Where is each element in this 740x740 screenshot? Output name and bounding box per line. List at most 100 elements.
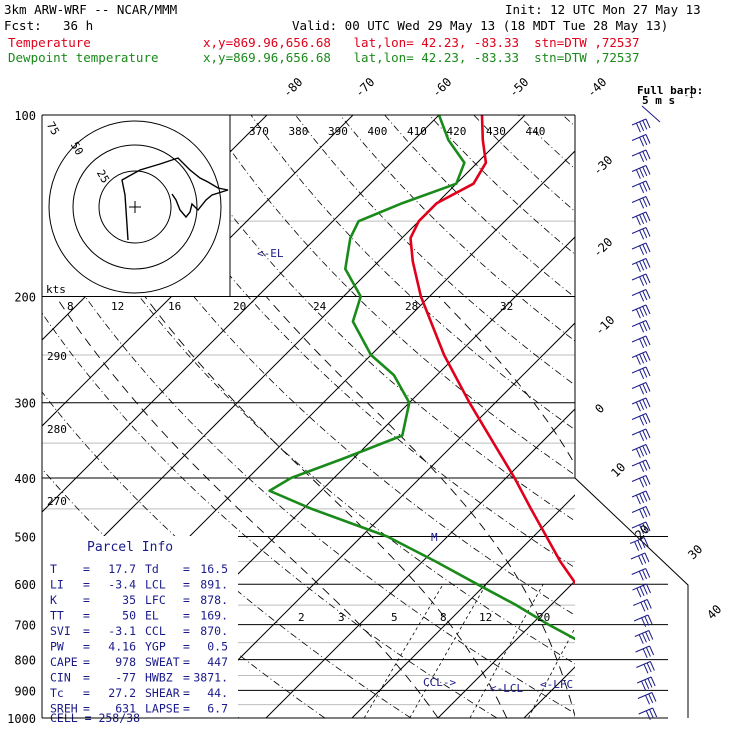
wind-barb-feather xyxy=(645,320,651,330)
pressure-label: 1000 xyxy=(7,712,36,726)
wind-barb xyxy=(631,149,651,163)
wind-barb-feather xyxy=(649,709,654,719)
moist-adiabat-line xyxy=(655,297,715,719)
dry-adiabat-line xyxy=(42,468,326,718)
wind-barb-feather xyxy=(639,276,645,287)
wind-barb-feather xyxy=(639,462,645,473)
dry-adiabat-line xyxy=(428,115,575,255)
wind-barb xyxy=(631,242,651,256)
dry-adiabat-line xyxy=(384,115,575,298)
parcel-value: 447 xyxy=(207,655,228,669)
wind-barb-feather xyxy=(645,710,651,721)
wind-barb-feather xyxy=(644,679,650,690)
wind-barb-feather xyxy=(645,149,651,160)
isotherm-line xyxy=(42,115,440,513)
wind-barb-staff xyxy=(631,304,647,312)
wind-barb-feather xyxy=(640,538,646,549)
isotherm-label: 20 xyxy=(632,522,652,542)
isotherm-label: 30 xyxy=(685,542,705,562)
isotherm-label: -30 xyxy=(590,153,615,178)
parcel-value: 44. xyxy=(207,686,228,700)
parcel-value: 3871. xyxy=(193,671,228,685)
wind-barb-feather xyxy=(645,695,650,705)
theta-label: 410 xyxy=(407,125,427,138)
hodograph-ring-25 xyxy=(98,170,172,244)
wind-barb-feather xyxy=(645,134,651,144)
wind-barb-feather xyxy=(635,215,641,226)
wind-barb xyxy=(637,692,657,705)
hodograph-speed-label: 24 xyxy=(313,300,327,313)
mixing-ratio-label: 5 xyxy=(391,611,398,624)
dry-adiabat-line xyxy=(42,312,498,718)
temperature-trace xyxy=(409,115,575,585)
isotherm-line xyxy=(437,580,575,718)
wind-barb xyxy=(631,320,651,333)
wind-barb-feather xyxy=(641,617,647,628)
theta-label: 400 xyxy=(368,125,388,138)
wind-barb xyxy=(631,397,651,412)
wind-barb-feather xyxy=(645,335,651,346)
dry-adiabat-label: 290 xyxy=(47,350,67,363)
wind-barb-feather xyxy=(639,509,645,519)
wind-barb-staff xyxy=(631,351,647,358)
wind-barb-feather xyxy=(643,600,649,611)
wind-barb-feather xyxy=(642,182,648,192)
hodograph-ring-label-75: 75 xyxy=(44,120,62,138)
wind-barb-feather xyxy=(641,680,647,691)
wind-barb-staff xyxy=(631,444,647,451)
isotherm-label: -50 xyxy=(506,75,531,100)
dry-adiabat-line xyxy=(42,142,575,665)
wind-barb-feather xyxy=(642,352,648,363)
wind-barb-staff xyxy=(631,211,647,219)
parcel-label: LI xyxy=(50,578,64,592)
dry-adiabat-line xyxy=(607,115,740,718)
wind-barb xyxy=(631,289,651,302)
wind-barb-feather xyxy=(639,338,645,349)
wind-barb-staff xyxy=(631,397,647,405)
wind-barb-feather xyxy=(635,401,641,412)
dry-adiabat-label: 270 xyxy=(47,495,67,508)
dewpoint-legend-info: x,y=869.96,656.68 lat,lon= 42.23, -83.33… xyxy=(203,50,640,65)
wind-barb-feather xyxy=(642,399,648,409)
level-marker-el: <-EL xyxy=(257,247,284,260)
wind-barb-feather xyxy=(639,493,645,504)
wind-barb xyxy=(631,273,651,287)
moist-adiabat-line xyxy=(438,296,575,466)
wind-barb-feather xyxy=(635,448,641,458)
isotherm-label: -80 xyxy=(280,75,305,100)
parcel-label: K xyxy=(50,593,57,607)
pressure-label: 400 xyxy=(14,472,36,486)
mixing-ratio-label: 12 xyxy=(479,611,492,624)
parcel-label: T xyxy=(50,562,57,576)
wind-barb-feather xyxy=(645,304,651,315)
parcel-value: 6.7 xyxy=(207,702,228,716)
wind-barb-feather xyxy=(643,537,649,547)
parcel-value: -3.4 xyxy=(108,578,136,592)
wind-barb-staff xyxy=(631,180,647,188)
parcel-equals: = xyxy=(83,624,90,638)
wind-barb-feather xyxy=(639,586,645,597)
parcel-value: 878. xyxy=(200,593,228,607)
dry-adiabat-line xyxy=(161,115,575,522)
parcel-equals: = xyxy=(183,578,190,592)
wind-barb xyxy=(632,583,651,598)
parcel-value: 891. xyxy=(200,578,228,592)
wind-barb-staff xyxy=(631,459,647,467)
hodograph-speed-label: 28 xyxy=(405,300,418,313)
wind-barb-feather xyxy=(645,165,651,175)
wind-barb-feather xyxy=(642,507,648,518)
wind-barb xyxy=(631,335,651,349)
wind-barb-feather xyxy=(642,523,648,533)
hodograph-ring-label-25: 25 xyxy=(94,168,112,186)
wind-barb-feather xyxy=(645,568,651,578)
isotherm-label: -20 xyxy=(590,235,615,260)
dewpoint-trace xyxy=(268,115,575,641)
wind-barb-staff xyxy=(631,320,647,327)
wind-barb xyxy=(635,645,655,659)
wind-barb-feather xyxy=(645,382,651,392)
wind-barb-staff xyxy=(631,335,647,343)
wind-barb-feather xyxy=(635,308,641,319)
mixing-ratio-line xyxy=(651,584,714,718)
wind-barb-staff xyxy=(634,630,650,637)
parcel-equals: = xyxy=(183,609,190,623)
